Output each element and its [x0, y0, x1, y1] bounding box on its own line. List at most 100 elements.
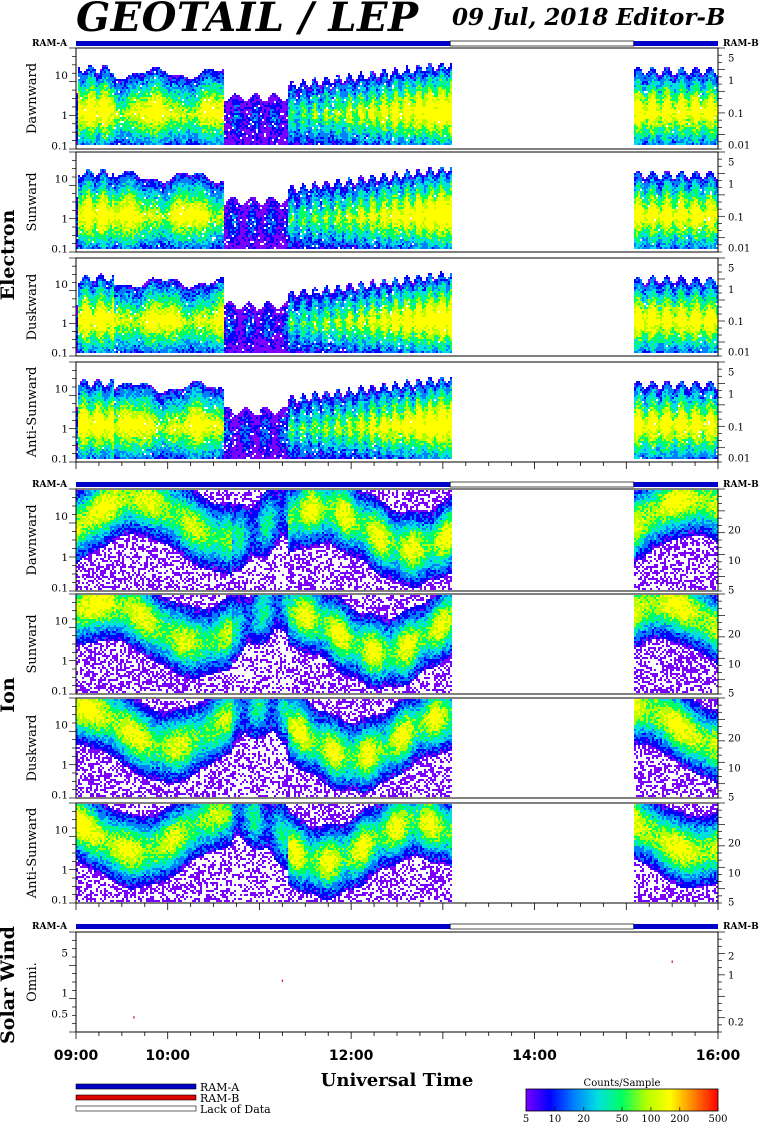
- spectrogram-cell: [216, 97, 218, 99]
- spectrogram-cell: [200, 123, 202, 125]
- spectrogram-cell: [204, 81, 206, 83]
- spectrogram-cell: [158, 119, 160, 121]
- spectrogram-cell: [120, 105, 122, 107]
- spectrogram-cell: [214, 133, 216, 135]
- spectrogram-cell: [200, 115, 202, 117]
- spectrogram-cell: [200, 85, 202, 87]
- spectrogram-cell: [186, 113, 188, 115]
- spectrogram-cell: [110, 111, 112, 113]
- spectrogram-cell: [90, 71, 92, 73]
- spectrogram-cell: [82, 97, 84, 99]
- spectrogram-cell: [108, 93, 110, 95]
- spectrogram-cell: [134, 75, 136, 77]
- spectrogram-cell: [208, 85, 210, 87]
- spectrogram-cell: [170, 121, 172, 123]
- spectrogram-cell: [110, 129, 112, 131]
- spectrogram-cell: [136, 79, 138, 81]
- spectrogram-cell: [168, 85, 170, 87]
- spectrogram-cell: [106, 143, 108, 145]
- spectrogram-cell: [192, 141, 194, 143]
- spectrogram-cell: [150, 97, 152, 99]
- spectrogram-cell: [184, 143, 186, 145]
- spectrogram-cell: [136, 75, 138, 77]
- spectrogram-cell: [96, 119, 98, 121]
- spectrogram-cell: [118, 137, 120, 139]
- spectrogram-cell: [154, 89, 156, 91]
- spectrogram-cell: [178, 97, 180, 99]
- spectrogram-cell: [184, 113, 186, 115]
- spectrogram-cell: [164, 129, 166, 131]
- spectrogram-cell: [202, 75, 204, 77]
- spectrogram-cell: [196, 111, 198, 113]
- spectrogram-cell: [174, 109, 176, 111]
- spectrogram-cell: [114, 99, 116, 101]
- spectrogram-cell: [124, 97, 126, 99]
- spectrogram-cell: [166, 135, 168, 137]
- spectrogram-cell: [98, 139, 100, 141]
- spectrogram-cell: [150, 119, 152, 121]
- spectrogram-cell: [114, 97, 116, 99]
- spectrogram-cell: [118, 135, 120, 137]
- spectrogram-cell: [204, 79, 206, 81]
- spectrogram-cell: [130, 79, 132, 81]
- spectrogram-cell: [82, 141, 84, 143]
- spectrogram-cell: [196, 105, 198, 107]
- spectrogram-cell: [212, 69, 214, 71]
- spectrogram-cell: [90, 69, 92, 71]
- spectrogram-cell: [98, 95, 100, 97]
- spectrogram-cell: [222, 109, 224, 111]
- spectrogram-cell: [80, 137, 82, 139]
- spectrogram-cell: [204, 101, 206, 103]
- spectrogram-cell: [110, 77, 112, 79]
- spectrogram-cell: [120, 119, 122, 121]
- spectrogram-cell: [134, 77, 136, 79]
- spectrogram-cell: [130, 109, 132, 111]
- spectrogram-cell: [142, 113, 144, 115]
- spectrogram-cell: [90, 143, 92, 145]
- spectrogram-cell: [126, 93, 128, 95]
- spectrogram-cell: [214, 107, 216, 109]
- spectrogram-cell: [192, 129, 194, 131]
- spectrogram-cell: [162, 129, 164, 131]
- spectrogram-cell: [222, 129, 224, 131]
- spectrogram-cell: [108, 109, 110, 111]
- spectrogram-cell: [88, 125, 90, 127]
- spectrogram-cell: [210, 103, 212, 105]
- spectrogram-cell: [218, 89, 220, 91]
- spectrogram-cell: [120, 101, 122, 103]
- spectrogram-cell: [188, 133, 190, 135]
- spectrogram-cell: [128, 131, 130, 133]
- spectrogram-cell: [78, 143, 80, 145]
- spectrogram-cell: [118, 119, 120, 121]
- spectrogram-cell: [160, 87, 162, 89]
- spectrogram-cell: [88, 75, 90, 77]
- spectrogram-cell: [204, 139, 206, 141]
- spectrogram-cell: [104, 123, 106, 125]
- spectrogram-cell: [202, 83, 204, 85]
- spectrogram-cell: [148, 81, 150, 83]
- spectrogram-cell: [210, 81, 212, 83]
- spectrogram-cell: [196, 139, 198, 141]
- spectrogram-cell: [78, 121, 80, 123]
- spectrogram-cell: [112, 121, 114, 123]
- spectrogram-cell: [142, 129, 144, 131]
- spectrogram-cell: [86, 139, 88, 141]
- spectrogram-cell: [192, 117, 194, 119]
- spectrogram-cell: [196, 127, 198, 129]
- spectrogram-cell: [204, 93, 206, 95]
- spectrogram-cell: [204, 131, 206, 133]
- spectrogram-cell: [168, 137, 170, 139]
- spectrogram-cell: [100, 113, 102, 115]
- spectrogram-cell: [128, 87, 130, 89]
- spectrogram-cell: [220, 127, 222, 129]
- spectrogram-cell: [100, 115, 102, 117]
- spectrogram-cell: [128, 85, 130, 87]
- spectrogram-cell: [212, 93, 214, 95]
- spectrogram-cell: [108, 69, 110, 71]
- spectrogram-cell: [98, 77, 100, 79]
- spectrogram-cell: [152, 121, 154, 123]
- spectrogram-cell: [106, 119, 108, 121]
- spectrogram-cell: [180, 85, 182, 87]
- spectrogram-cell: [124, 119, 126, 121]
- spectrogram-cell: [148, 125, 150, 127]
